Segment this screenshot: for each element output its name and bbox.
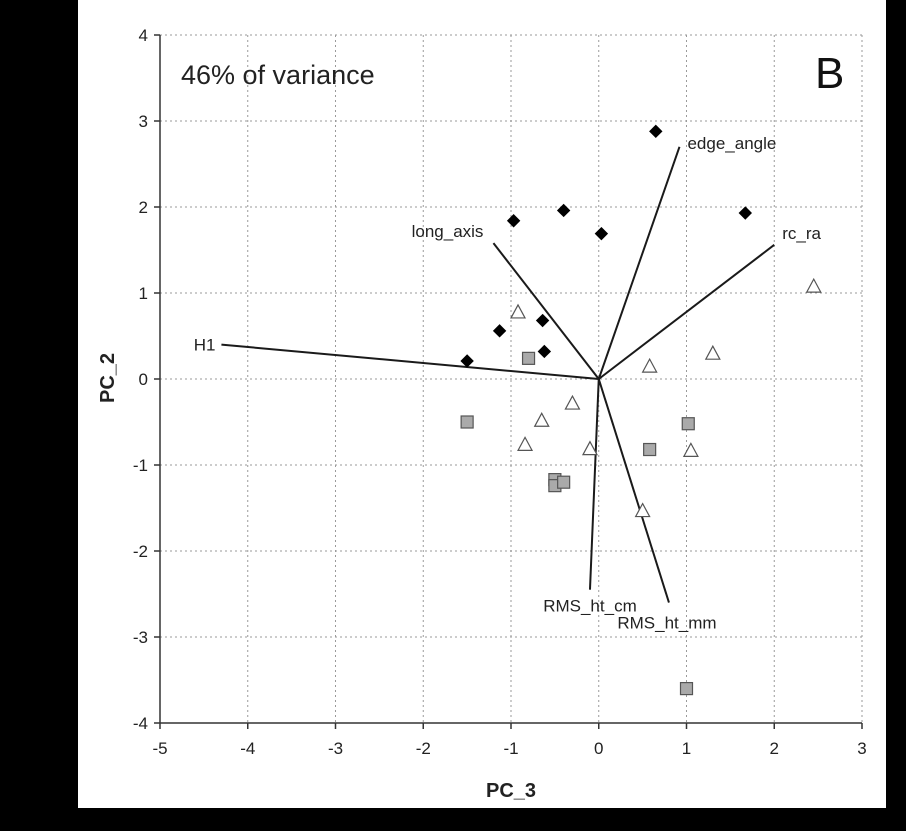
square-point <box>557 475 571 489</box>
square-point <box>681 417 695 431</box>
triangle-point <box>564 394 581 410</box>
diamond-point <box>556 203 571 218</box>
y-axis-label: PC_2 <box>97 353 119 403</box>
loading-label: rc_ra <box>782 224 821 243</box>
y-tick-label: 0 <box>139 370 148 389</box>
x-tick-label: -3 <box>328 739 343 758</box>
square-point <box>643 442 657 457</box>
grid-lines <box>160 34 863 723</box>
x-tick-label: 3 <box>857 739 866 758</box>
triangle-point <box>510 303 527 319</box>
loading-label: RMS_ht_mm <box>617 614 716 633</box>
triangle-point <box>641 357 658 373</box>
diamond-point <box>460 354 474 368</box>
triangle-point <box>805 277 822 293</box>
diamond-point <box>492 324 507 338</box>
y-tick-label: 4 <box>139 26 148 45</box>
panel-label: B <box>815 49 844 98</box>
loading-line-RMS-ht-cm <box>588 378 600 590</box>
data-points <box>460 124 822 696</box>
loading-label: long_axis <box>412 222 484 241</box>
triangle-point <box>581 440 598 456</box>
triangle-point <box>517 436 534 451</box>
y-tick-label: 2 <box>139 198 148 217</box>
loading-label: H1 <box>194 336 216 355</box>
loading-line-long-axis <box>492 242 600 380</box>
x-tick-label: -4 <box>240 739 255 758</box>
y-tick-label: -4 <box>133 714 148 733</box>
y-tick-label: -2 <box>133 542 148 561</box>
triangle-point <box>533 412 550 427</box>
x-tick-label: 1 <box>682 739 691 758</box>
loading-label: edge_angle <box>687 134 776 153</box>
triangle-point <box>682 442 699 457</box>
y-tick-label: 3 <box>139 112 148 131</box>
y-tick-label: -1 <box>133 456 148 475</box>
x-tick-label: 2 <box>770 739 779 758</box>
square-point <box>460 415 474 429</box>
x-axis-label: PC_3 <box>486 780 536 802</box>
diamond-point <box>506 214 521 228</box>
chart-panel: -5 -4 -3 -2 -1 0 1 2 3 -4 -3 -2 -1 0 1 2 3 4 edge_angle rc… <box>78 0 886 808</box>
annotation-text: 46% of variance <box>181 60 375 90</box>
y-tick-label: 1 <box>139 284 148 303</box>
y-tick-label: -3 <box>133 628 148 647</box>
loading-line-H1 <box>221 343 599 380</box>
diamond-point <box>535 313 550 328</box>
x-tick-label: -5 <box>152 739 167 758</box>
loading-vectors: edge_angle rc_ra long_axis H1 RMS_ht_cmRMS_h… <box>194 134 822 633</box>
diamond-point <box>537 344 552 359</box>
x-tick-label: -1 <box>503 739 518 758</box>
square-point <box>521 351 536 365</box>
loading-line-edge-angle <box>597 146 681 380</box>
loading-label: RMS_ht_cm <box>543 597 637 616</box>
diamond-point <box>649 124 663 139</box>
loading-line-rc-ra <box>598 244 775 380</box>
triangle-point <box>704 344 721 360</box>
square-point <box>679 681 694 696</box>
x-tick-label: -2 <box>416 739 431 758</box>
x-tick-label: 0 <box>594 739 603 758</box>
diamond-point <box>594 226 609 241</box>
loading-line-RMS-ht-mm <box>597 378 670 603</box>
triangle-point <box>634 502 651 518</box>
diamond-point <box>738 206 752 220</box>
